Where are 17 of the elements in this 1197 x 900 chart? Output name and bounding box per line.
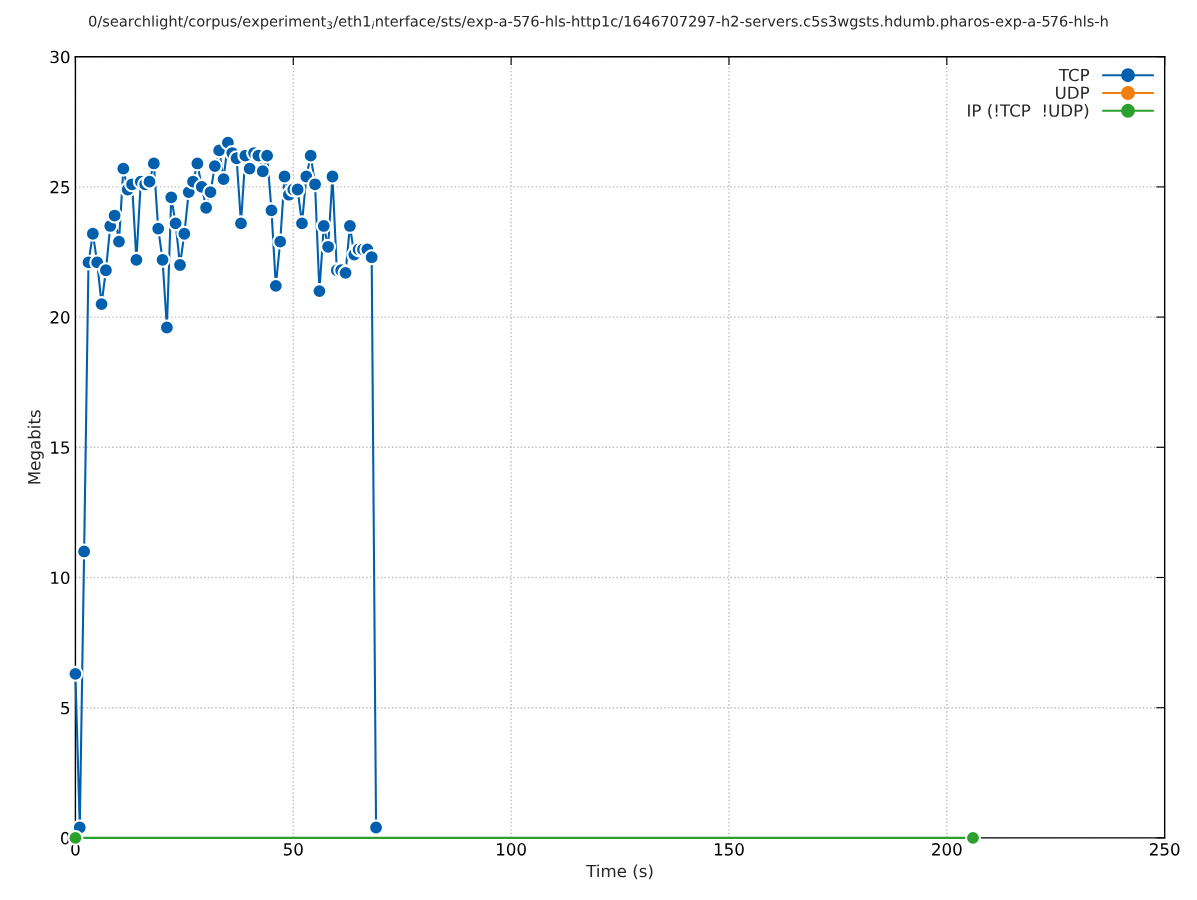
y-tick-label: 10 [51,571,70,585]
legend-label: UDP [1056,86,1090,100]
chart-title: 0/searchlight/corpus/experiment$_{3}$/eth1$_{i}$nterface/sts/exp-a-576-hls-http1c/1646707297-h2-servers.c5s3wgsts.hdumb.pharos-exp-a-576-hls-h [89,15,1108,30]
x-tick-label: 200 [932,843,962,856]
y-tick-label: 15 [51,441,70,454]
x-axis-title: Time (s) [586,864,653,880]
x-tick-label: 100 [497,843,526,856]
y-tick-label: 25 [50,180,70,194]
y-tick-label: 20 [50,311,70,324]
legend-label: IP (!TCP !UDP) [968,103,1089,119]
y-axis-title: Megabits [27,410,44,484]
y-tick-label: 5 [61,701,70,715]
legend-label: TCP [1058,68,1090,82]
x-tick-label: 150 [714,843,744,856]
y-tick-label: 30 [50,50,70,64]
x-tick-label: 250 [1150,843,1180,856]
x-tick-label: 50 [283,843,303,856]
